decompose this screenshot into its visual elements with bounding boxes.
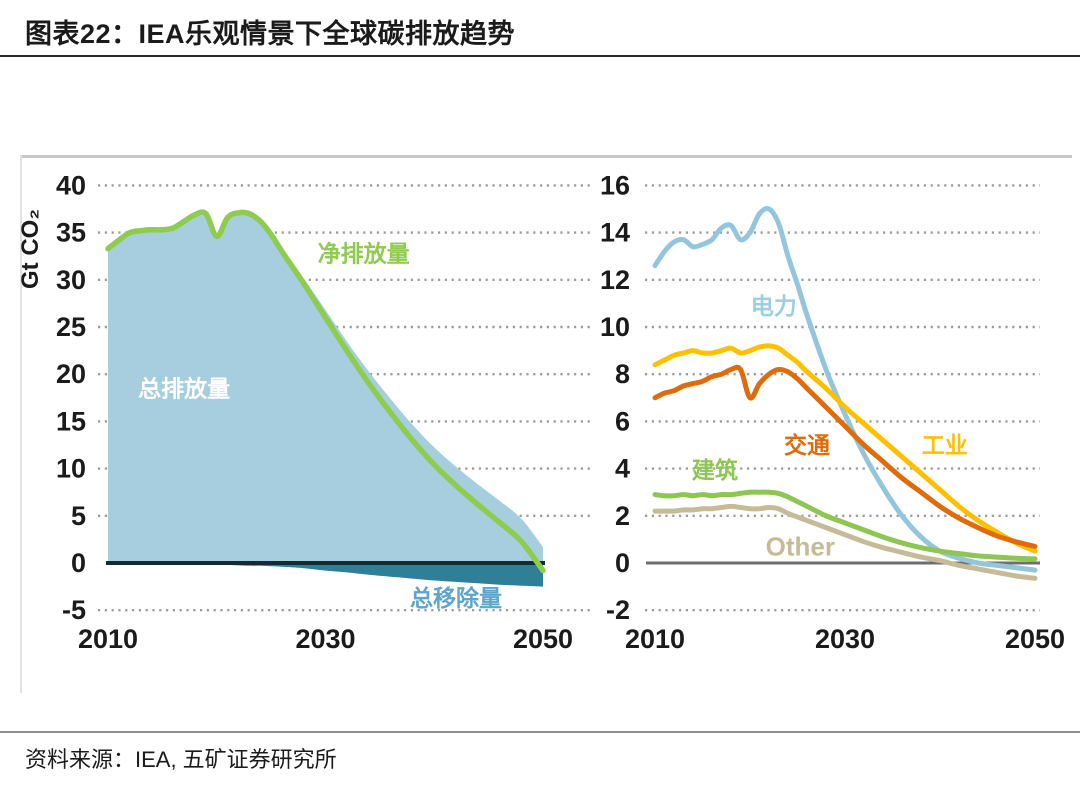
y-tick-label: 0: [71, 548, 86, 578]
y-tick-label: 0: [615, 548, 630, 578]
y-tick-label: 6: [615, 406, 630, 436]
series-label-工业: 工业: [922, 432, 968, 458]
y-tick-label: 25: [56, 312, 86, 342]
y-tick-label: 35: [56, 218, 86, 248]
series-line-net-emissions: [105, 209, 546, 574]
x-tick-label: 2010: [78, 624, 138, 654]
figure-top-border: [20, 155, 1072, 158]
page-title: 图表22：IEA乐观情景下全球碳排放趋势: [25, 19, 516, 49]
x-tick-label: 2030: [295, 624, 355, 654]
y-tick-label: 16: [600, 170, 630, 200]
figure-left-border: [20, 155, 22, 693]
x-tick-label: 2030: [815, 624, 875, 654]
source-text: 资料来源：IEA, 五矿证券研究所: [25, 747, 337, 772]
series-label-Other: Other: [766, 532, 835, 562]
series-line-power: [652, 206, 1038, 573]
series-line-buildings: [652, 489, 1038, 562]
y-tick-label: 4: [615, 454, 630, 484]
y-tick-label: 8: [615, 359, 630, 389]
y-tick-label: 10: [56, 454, 86, 484]
x-tick-label: 2050: [1005, 624, 1065, 654]
y-tick-label: 15: [56, 406, 86, 436]
series-line-other: [652, 503, 1038, 581]
series-area-total-emissions: [108, 209, 543, 563]
y-tick-label: -5: [62, 595, 86, 625]
source-divider: [0, 731, 1080, 733]
series-label-净排放量: 净排放量: [318, 240, 410, 266]
title-underline: [0, 55, 1080, 57]
y-tick-label: 14: [600, 218, 630, 248]
y-tick-label: -2: [606, 595, 630, 625]
y-tick-label: 5: [71, 501, 86, 531]
y-tick-label: 40: [56, 170, 86, 200]
series-label-建筑: 建筑: [692, 457, 738, 483]
y-tick-label: 2: [615, 501, 630, 531]
x-tick-label: 2050: [513, 624, 573, 654]
series-label-交通: 交通: [784, 432, 830, 458]
series-label-总移除量: 总移除量: [410, 585, 502, 611]
series-label-电力: 电力: [751, 293, 797, 319]
y-tick-label: 10: [600, 312, 630, 342]
series-line-transport: [652, 364, 1038, 549]
x-tick-label: 2010: [625, 624, 685, 654]
y-tick-label: 20: [56, 359, 86, 389]
series-line-industry: [652, 343, 1038, 554]
series-area-removals: [108, 562, 543, 587]
y-tick-label: 12: [600, 265, 630, 295]
y-tick-label: 30: [56, 265, 86, 295]
series-label-总排放量: 总排放量: [138, 375, 230, 401]
